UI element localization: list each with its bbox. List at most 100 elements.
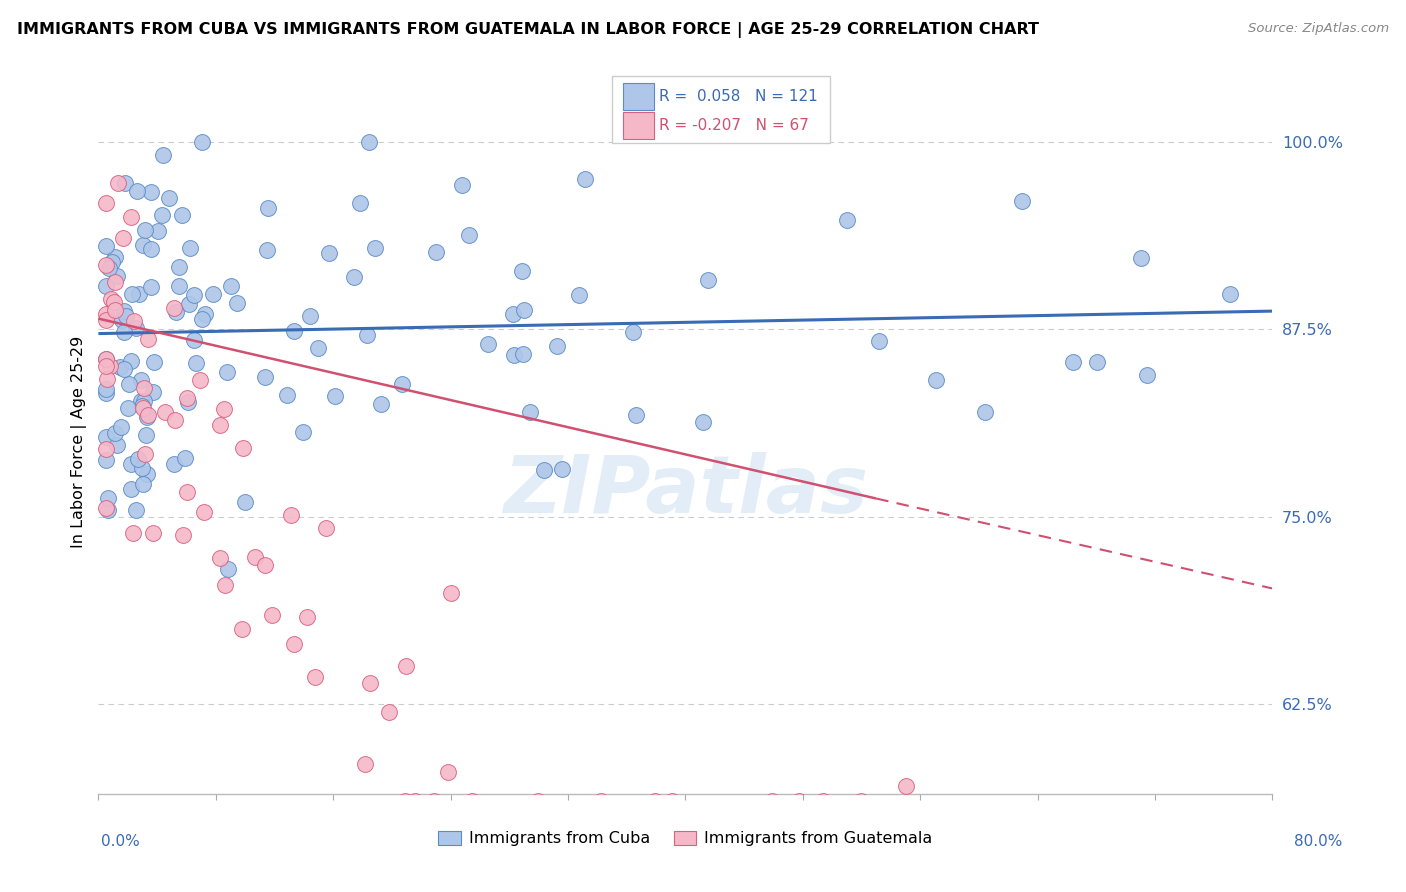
Point [94,352,117,367]
Point [318,245,340,260]
Point [177,296,200,310]
Point [94,500,117,515]
Point [1130,251,1153,265]
Point [143,355,166,369]
Point [110,419,132,434]
Point [551,461,574,475]
Point [356,328,378,343]
Point [163,301,186,315]
Point [349,196,371,211]
Point [256,201,278,215]
Point [363,241,385,255]
Point [190,135,212,149]
Point [191,312,214,326]
Point [94,351,117,366]
Point [283,324,305,338]
Point [973,405,995,419]
Point [112,304,135,318]
Point [132,401,155,415]
Point [811,794,834,808]
Point [165,305,187,319]
Y-axis label: In Labor Force | Age 25-29: In Labor Force | Age 25-29 [72,335,87,548]
Point [153,405,176,419]
Point [120,210,142,224]
Text: ZIPatlas: ZIPatlas [503,452,868,530]
Point [152,148,174,162]
Point [132,237,155,252]
Point [450,178,472,192]
Point [851,794,873,808]
Point [112,361,135,376]
Point [94,442,117,456]
Point [315,521,337,535]
Point [378,705,401,719]
Point [458,228,481,243]
Text: Source: ZipAtlas.com: Source: ZipAtlas.com [1249,22,1389,36]
Point [307,341,329,355]
Point [94,195,117,210]
Point [323,389,346,403]
Point [139,280,162,294]
Point [297,610,319,624]
Point [115,310,138,324]
Point [353,756,375,771]
Point [117,401,139,416]
Point [131,460,153,475]
Point [526,794,548,808]
Point [176,391,198,405]
Point [163,457,186,471]
Point [359,675,381,690]
Point [276,388,298,402]
Point [461,794,484,808]
Point [142,526,165,541]
Point [359,135,381,149]
Point [118,377,141,392]
Point [343,269,366,284]
Point [94,383,117,397]
Point [391,376,413,391]
Point [283,637,305,651]
Point [135,427,157,442]
Point [120,354,142,368]
Point [165,413,187,427]
Point [243,549,266,564]
Point [217,561,239,575]
Point [128,287,150,301]
Point [512,347,534,361]
Point [100,293,122,307]
Point [98,359,121,373]
Point [513,303,536,318]
Point [148,224,170,238]
Point [125,321,148,335]
Point [172,208,194,222]
Text: R = -0.207   N = 67: R = -0.207 N = 67 [659,119,810,133]
Text: IMMIGRANTS FROM CUBA VS IMMIGRANTS FROM GUATEMALA IN LABOR FORCE | AGE 25-29 COR: IMMIGRANTS FROM CUBA VS IMMIGRANTS FROM … [17,22,1039,38]
Point [568,288,591,302]
Point [644,794,666,808]
Point [194,307,217,321]
Point [209,417,232,432]
Point [110,360,132,375]
Point [122,526,145,541]
Point [395,659,418,673]
Point [101,254,124,268]
Point [894,780,917,794]
Point [105,438,128,452]
Point [104,303,127,318]
Point [692,415,714,429]
Point [1011,194,1033,208]
Point [120,457,142,471]
Point [291,425,314,439]
Point [186,356,208,370]
Text: 0.0%: 0.0% [101,834,141,849]
Point [202,286,225,301]
Point [256,243,278,257]
Point [477,336,499,351]
Point [94,386,117,401]
Point [868,334,890,348]
Point [1085,355,1108,369]
Point [262,607,284,622]
Point [179,241,201,255]
Point [253,558,276,572]
Point [787,794,810,808]
